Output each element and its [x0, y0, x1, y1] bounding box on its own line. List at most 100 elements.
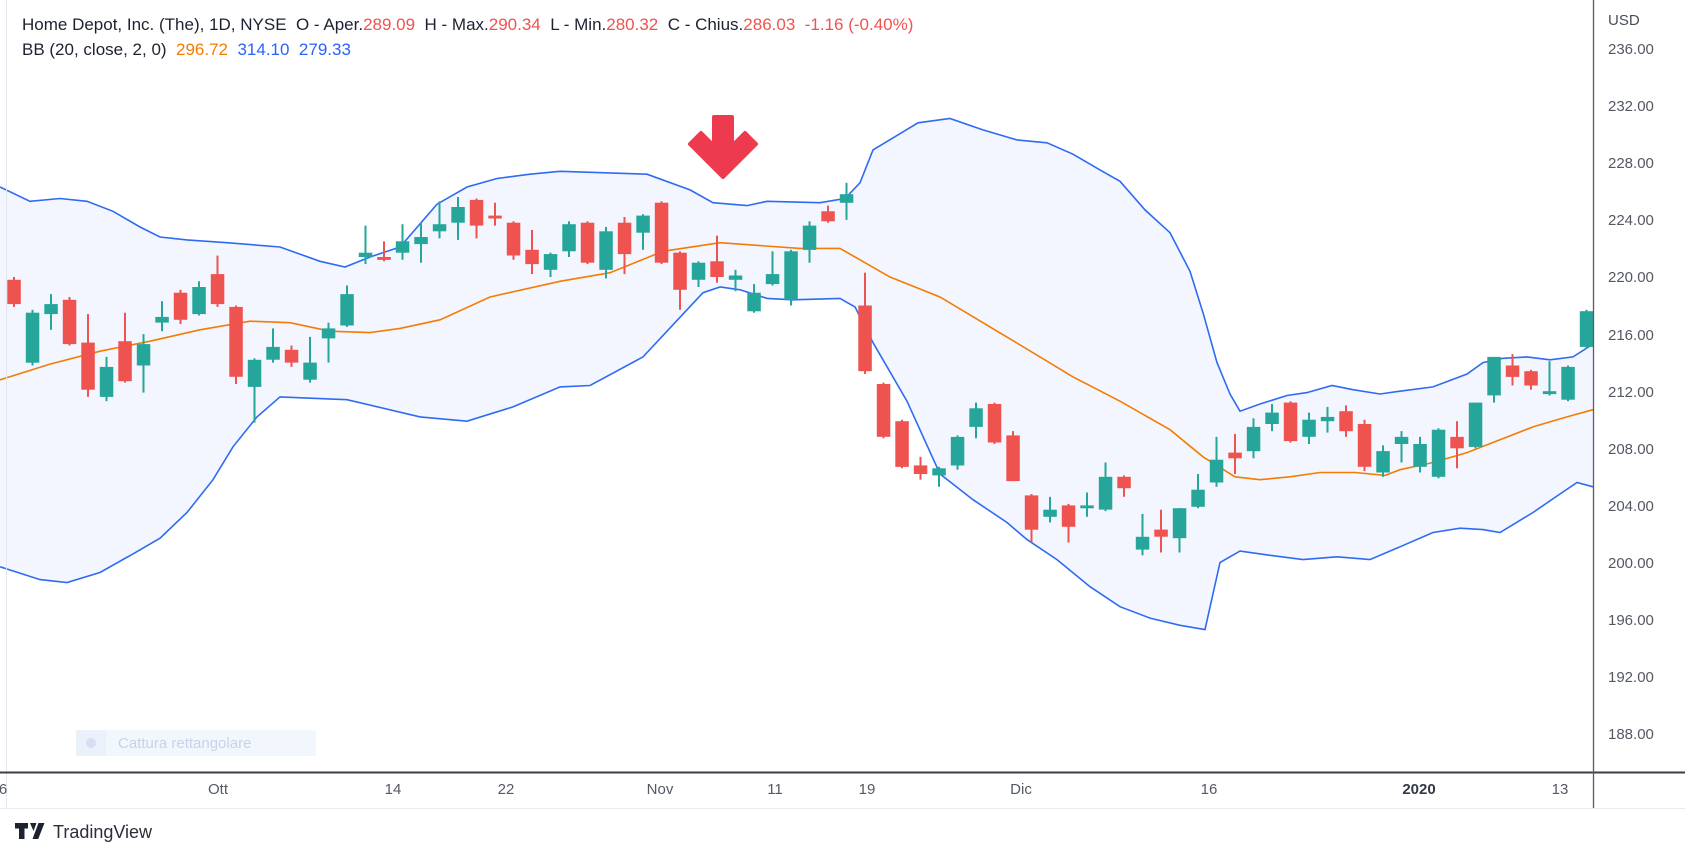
candle-body: [1468, 402, 1483, 447]
candle-body: [321, 328, 336, 339]
symbol-legend-row[interactable]: Home Depot, Inc. (The), 1D, NYSE O - Ape…: [22, 12, 913, 37]
candle-body: [44, 304, 58, 315]
candle-body: [1320, 416, 1335, 422]
candle-body: [1413, 444, 1427, 467]
time-tick-label[interactable]: Ott: [207, 781, 228, 798]
candle-body: [118, 341, 132, 382]
candle-body: [377, 257, 391, 260]
candle-body: [451, 207, 465, 223]
candle-body: [1061, 505, 1076, 527]
candle-body: [673, 252, 687, 290]
candle-body: [1450, 436, 1464, 449]
candle-body: [81, 342, 95, 390]
candle-body: [525, 249, 539, 265]
candle-body: [580, 222, 595, 263]
price-axis-currency-label: USD: [1608, 12, 1640, 29]
candle-body: [1265, 412, 1279, 424]
candle-body: [1228, 452, 1242, 459]
time-tick-label[interactable]: 13: [1551, 781, 1569, 798]
candle-body: [284, 349, 299, 363]
candle-body: [784, 251, 798, 300]
candle-body: [599, 231, 613, 270]
candle-body: [25, 312, 40, 363]
candle-body: [7, 279, 21, 305]
candle-body: [1505, 365, 1520, 377]
time-tick-label[interactable]: Nov: [646, 781, 674, 798]
candle-body: [1524, 371, 1538, 386]
down-arrow-annotation[interactable]: [688, 115, 758, 179]
price-tick-label[interactable]: 196.00: [1608, 612, 1654, 629]
candle-body: [1024, 495, 1039, 530]
candle-body: [1172, 508, 1187, 539]
candle-body: [839, 194, 854, 203]
price-tick-label[interactable]: 188.00: [1608, 726, 1654, 744]
capture-rectangle-button[interactable]: Cattura rettangolare: [76, 730, 316, 756]
legend-part: 289.09: [363, 15, 416, 34]
legend-part: O - Aper.: [295, 15, 364, 34]
candle-body: [395, 241, 410, 253]
time-tick-label[interactable]: 16: [1200, 781, 1218, 798]
candle-body: [617, 222, 632, 255]
price-tick-label[interactable]: 208.00: [1608, 440, 1654, 458]
indicator-legend-row[interactable]: BB (20, close, 2, 0) 296.72 314.10 279.3…: [22, 37, 913, 62]
price-tick-label[interactable]: 216.00: [1608, 326, 1654, 344]
legend-part: C - Chius.: [658, 15, 744, 34]
candle-body: [691, 262, 706, 280]
bollinger-upper-line[interactable]: [0, 117, 1594, 413]
price-tick-label[interactable]: 224.00: [1608, 212, 1654, 230]
candle-body: [1154, 529, 1168, 537]
candle-body: [876, 384, 891, 437]
legend-part: 279.33: [289, 40, 351, 59]
time-tick-label[interactable]: 2020: [1402, 781, 1436, 798]
time-tick-label[interactable]: 11: [767, 781, 783, 798]
candle-body: [802, 225, 817, 250]
legend-part: 286.03: [743, 15, 796, 34]
candle-body: [1542, 391, 1557, 395]
legend-part: 290.34: [488, 15, 541, 34]
candle-body: [1191, 489, 1205, 507]
price-tick-label[interactable]: 192.00: [1608, 669, 1654, 687]
candle-body: [1339, 411, 1353, 432]
legend: Home Depot, Inc. (The), 1D, NYSE O - Ape…: [22, 12, 913, 62]
legend-part: H - Max.: [415, 15, 489, 34]
bollinger-basis-line[interactable]: [0, 241, 1594, 481]
candle-body: [1302, 419, 1316, 437]
candle-body: [747, 292, 761, 312]
candle-body: [1561, 366, 1575, 400]
tradingview-watermark-text: TradingView: [53, 822, 153, 842]
candle-body: [99, 366, 114, 397]
candle-body: [1376, 451, 1390, 473]
candle-body: [1117, 476, 1131, 489]
price-tick-label[interactable]: 200.00: [1608, 554, 1654, 572]
price-tick-label[interactable]: 220.00: [1608, 269, 1654, 287]
tradingview-watermark[interactable]: TradingView: [15, 822, 152, 843]
capture-chip[interactable]: [76, 730, 106, 756]
price-tick-label[interactable]: 236.00: [1608, 41, 1654, 58]
candle-body: [488, 215, 502, 219]
price-tick-label[interactable]: 212.00: [1608, 383, 1654, 401]
tradingview-logo-icon: [15, 822, 45, 839]
candle-body: [229, 306, 243, 377]
candle-body: [1209, 459, 1224, 483]
candlestick-series[interactable]: [7, 182, 1594, 556]
candle-body: [62, 299, 77, 345]
bollinger-lower-line[interactable]: [0, 286, 1594, 631]
time-tick-label[interactable]: 22: [497, 781, 515, 798]
candle-body: [1006, 435, 1020, 482]
price-tick-label[interactable]: 204.00: [1608, 497, 1654, 515]
candle-body: [950, 436, 965, 466]
candle-body: [987, 404, 1002, 443]
time-tick-label[interactable]: 19: [858, 781, 876, 798]
time-tick-label[interactable]: Dic: [1010, 781, 1032, 798]
time-tick-label[interactable]: 6: [0, 781, 8, 798]
price-tick-label[interactable]: 232.00: [1608, 98, 1654, 116]
candle-body: [821, 211, 835, 222]
legend-part: -1.16 (-0.40%): [795, 15, 914, 34]
candle-body: [710, 261, 724, 277]
time-tick-label[interactable]: 14: [384, 781, 402, 798]
legend-part: BB (20, close, 2, 0): [22, 40, 177, 59]
capture-dot-icon: [86, 738, 96, 748]
candle-body: [1283, 402, 1298, 442]
price-tick-label[interactable]: 228.00: [1608, 155, 1654, 173]
